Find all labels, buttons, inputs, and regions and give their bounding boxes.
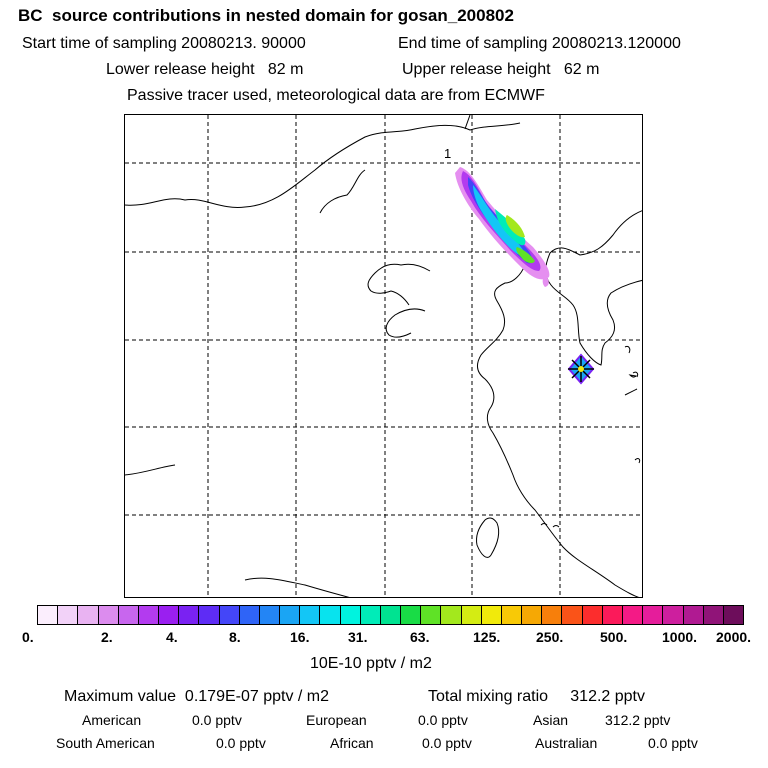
south-american-label: South American [56, 735, 155, 751]
colorbar-tick-label: 31. [348, 629, 368, 645]
colorbar-tick-label: 16. [290, 629, 310, 645]
colorbar-swatch [159, 606, 180, 624]
colorbar-tick-label: 125. [473, 629, 501, 645]
colorbar-swatch [219, 606, 240, 624]
coastlines [125, 115, 642, 597]
colorbar-swatch [300, 606, 321, 624]
australian-label: Australian [535, 735, 598, 751]
end-time: End time of sampling 20080213.120000 [398, 35, 681, 52]
colorbar-swatch [259, 606, 281, 624]
european-label: European [306, 712, 367, 728]
total-mixing-ratio: Total mixing ratio 312.2 pptv [428, 688, 645, 705]
colorbar-swatch [622, 606, 644, 624]
colorbar-swatch [280, 606, 301, 624]
colorbar-tick-label: 0. [22, 629, 34, 645]
european-value: 0.0 pptv [418, 712, 468, 728]
colorbar-swatch [401, 606, 422, 624]
american-label: American [82, 712, 142, 728]
map-gridlines [125, 115, 642, 597]
release-point-label: 1 [444, 146, 452, 161]
colorbar-swatch [199, 606, 220, 624]
colorbar-swatch [179, 606, 200, 624]
colorbar-swatch [481, 606, 502, 624]
map-title: BC source contributions in nested domain… [18, 6, 514, 25]
colorbar-swatch [663, 606, 684, 624]
plume-field [455, 167, 550, 287]
start-time: Start time of sampling 20080213. 90000 [22, 35, 306, 52]
colorbar-swatch [58, 606, 79, 624]
colorbar-swatch [98, 606, 119, 624]
asian-label: Asian [533, 712, 569, 728]
colorbar-swatch [118, 606, 139, 624]
upper-release-height: Upper release height 62 m [402, 61, 600, 78]
receptor-star-icon [567, 353, 595, 385]
colorbar-tick-label: 500. [600, 629, 628, 645]
colorbar-swatch [562, 606, 583, 624]
colorbar-swatch [138, 606, 160, 624]
colorbar-tick-label: 8. [229, 629, 241, 645]
colorbar-tick-label: 1000. [662, 629, 698, 645]
map-panel [124, 114, 643, 598]
colorbar-swatch [421, 606, 442, 624]
colorbar-swatch [239, 606, 260, 624]
colorbar-tick-label: 2000. [716, 629, 752, 645]
maximum-value: Maximum value 0.179E-07 pptv / m2 [64, 688, 330, 705]
african-value: 0.0 pptv [422, 735, 472, 751]
colorbar-swatch [461, 606, 482, 624]
colorbar-swatch [703, 606, 724, 624]
colorbar-swatch [38, 606, 59, 624]
colorbar-swatch [340, 606, 361, 624]
australian-value: 0.0 pptv [648, 735, 698, 751]
colorbar-tick-label: 4. [166, 629, 178, 645]
colorbar-swatch [320, 606, 341, 624]
asian-value: 312.2 pptv [605, 712, 671, 728]
american-value: 0.0 pptv [192, 712, 242, 728]
colorbar-swatch [723, 606, 744, 624]
colorbar-swatch [380, 606, 402, 624]
colorbar-units: 10E-10 pptv / m2 [310, 655, 432, 672]
colorbar-tick-label: 63. [410, 629, 430, 645]
colorbar-swatch [683, 606, 704, 624]
colorbar-swatch [78, 606, 99, 624]
colorbar-swatch [582, 606, 603, 624]
colorbar-swatch [441, 606, 462, 624]
lower-release-height: Lower release height 82 m [106, 61, 304, 78]
colorbar-tick-label: 250. [536, 629, 564, 645]
south-american-value: 0.0 pptv [216, 735, 266, 751]
colorbar-swatch [542, 606, 563, 624]
colorbar-tick-label: 2. [101, 629, 113, 645]
colorbar-swatch [501, 606, 523, 624]
tracer-note: Passive tracer used, meteorological data… [127, 87, 545, 104]
colorbar-swatch [602, 606, 623, 624]
colorbar-swatch [522, 606, 543, 624]
colorbar [37, 605, 744, 625]
colorbar-swatch [643, 606, 664, 624]
map-canvas [125, 115, 642, 597]
colorbar-swatch [360, 606, 381, 624]
african-label: African [330, 735, 374, 751]
